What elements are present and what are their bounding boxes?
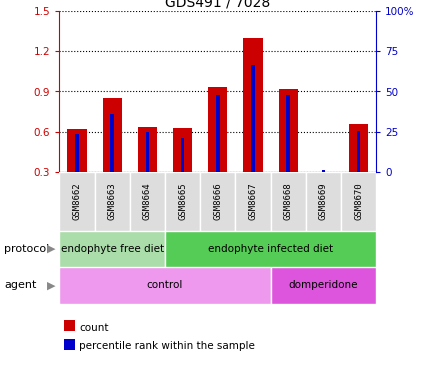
Bar	[243, 38, 263, 172]
Text: endophyte infected diet: endophyte infected diet	[208, 244, 333, 254]
Text: GSM8663: GSM8663	[108, 183, 117, 220]
FancyBboxPatch shape	[235, 172, 271, 231]
Bar	[216, 95, 220, 172]
FancyBboxPatch shape	[271, 267, 376, 304]
Text: protocol: protocol	[4, 244, 50, 254]
Bar	[138, 127, 157, 172]
Bar	[103, 98, 122, 172]
Bar	[208, 87, 227, 172]
Text: GSM8664: GSM8664	[143, 183, 152, 220]
FancyBboxPatch shape	[130, 172, 165, 231]
Text: GSM8666: GSM8666	[213, 183, 222, 220]
Bar	[75, 134, 79, 172]
Bar	[279, 89, 298, 172]
Bar	[286, 95, 290, 172]
Text: GSM8662: GSM8662	[73, 183, 81, 220]
Text: GSM8669: GSM8669	[319, 183, 328, 220]
FancyBboxPatch shape	[95, 172, 130, 231]
Bar	[173, 128, 192, 172]
FancyBboxPatch shape	[165, 231, 376, 267]
FancyBboxPatch shape	[200, 172, 235, 231]
Text: ▶: ▶	[47, 244, 55, 254]
Bar	[146, 132, 149, 172]
Text: endophyte free diet: endophyte free diet	[61, 244, 164, 254]
FancyBboxPatch shape	[59, 172, 95, 231]
Text: control: control	[147, 280, 183, 291]
Text: ▶: ▶	[47, 280, 55, 291]
Bar	[357, 131, 360, 172]
FancyBboxPatch shape	[306, 172, 341, 231]
Text: GSM8668: GSM8668	[284, 183, 293, 220]
Title: GDS491 / 7028: GDS491 / 7028	[165, 0, 271, 10]
Bar	[349, 124, 368, 172]
Bar	[251, 65, 255, 172]
Bar	[67, 129, 87, 172]
Bar	[110, 113, 114, 172]
FancyBboxPatch shape	[165, 172, 200, 231]
Text: GSM8665: GSM8665	[178, 183, 187, 220]
Text: domperidone: domperidone	[289, 280, 358, 291]
Bar	[181, 138, 184, 172]
Text: agent: agent	[4, 280, 37, 291]
FancyBboxPatch shape	[271, 172, 306, 231]
Text: percentile rank within the sample: percentile rank within the sample	[79, 341, 255, 351]
FancyBboxPatch shape	[341, 172, 376, 231]
Text: GSM8670: GSM8670	[354, 183, 363, 220]
Text: count: count	[79, 322, 109, 333]
FancyBboxPatch shape	[59, 231, 165, 267]
Bar	[322, 170, 325, 172]
Text: GSM8667: GSM8667	[249, 183, 257, 220]
FancyBboxPatch shape	[59, 267, 271, 304]
